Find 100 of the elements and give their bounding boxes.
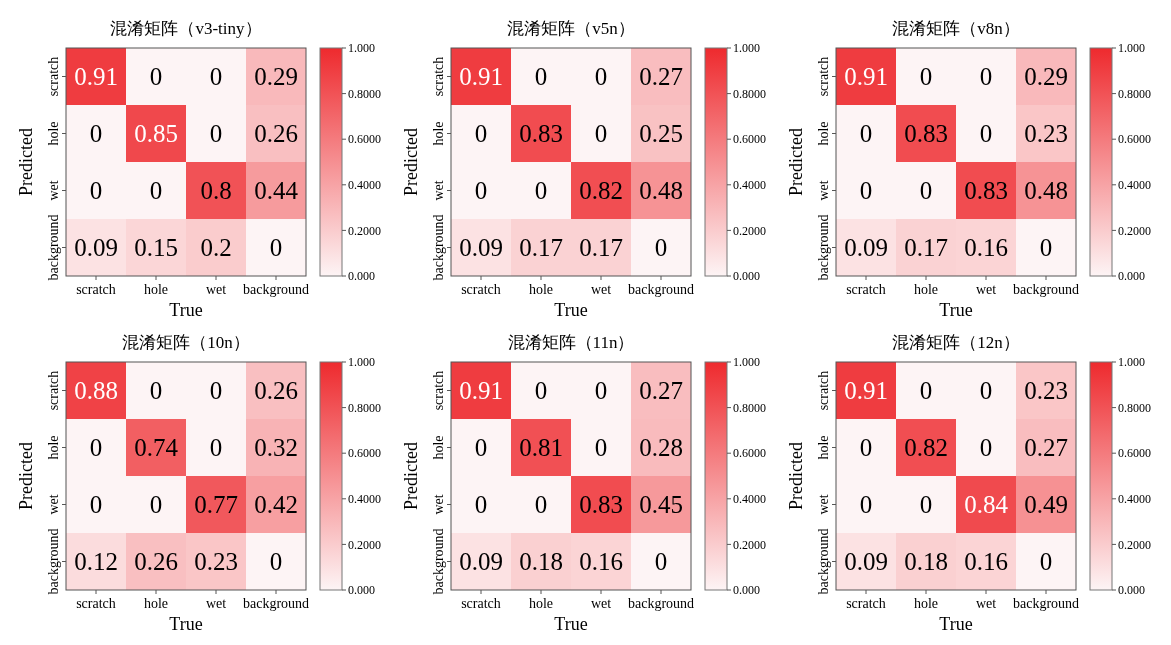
data-label: 0.84 [964,491,1009,519]
color-bar-label: 0.2000 [733,537,766,552]
data-label: 0 [89,120,103,148]
x-tick-label: background [627,596,695,611]
x-tick-label: scratch [846,282,886,297]
data-label: 0.83 [579,491,623,519]
color-bar-label: 0.6000 [1118,132,1151,147]
data-label: 0.23 [1024,120,1068,148]
color-bar-label: 1.000 [1118,41,1145,56]
y-axis-title: Predicted [401,128,421,196]
x-tick-label: background [1012,596,1080,611]
data-label: 0 [919,377,933,405]
data-label: 0 [474,177,488,205]
y-tick-label: hole [816,121,831,146]
chart-title: 混淆矩阵（v5n） [507,19,635,38]
data-label: 0 [209,377,223,405]
data-label: 0 [1039,234,1053,262]
data-label: 0.17 [904,234,948,262]
color-bar-label: 0.2000 [733,223,766,238]
chart-title: 混淆矩阵（12n） [892,333,1020,352]
y-tick-label: wet [46,494,61,515]
data-label: 0 [859,120,873,148]
data-label: 0 [1039,548,1053,576]
color-bar-label: 0.000 [348,583,375,598]
data-label: 0.77 [194,491,238,519]
color-bar-label: 0.4000 [1118,178,1151,192]
y-tick-label: hole [46,435,61,460]
y-tick-label: scratch [431,370,446,411]
data-label: 0.09 [74,234,118,262]
data-label: 0 [594,434,608,462]
data-label: 0.49 [1024,491,1068,519]
data-label: 0.44 [254,177,299,205]
data-label: 0 [979,377,993,405]
data-label: 0.88 [74,377,118,405]
y-tick-label: hole [431,435,446,460]
x-tick-label: hole [913,596,939,611]
data-label: 0.91 [74,63,118,91]
data-label: 0 [149,377,163,405]
data-label: 0.29 [1024,63,1068,91]
color-bar-label: 0.000 [1118,583,1145,598]
data-label: 0 [474,120,488,148]
x-axis-title: True [554,300,588,320]
data-label: 0 [474,434,488,462]
x-tick-label: background [242,596,310,611]
data-label: 0 [534,63,548,91]
x-tick-label: hole [143,282,169,297]
x-tick-label: wet [205,282,227,297]
color-bar-label: 1.000 [1118,355,1145,370]
data-label: 0 [269,548,283,576]
data-label: 0 [89,491,103,519]
color-bar-label: 0.4000 [733,492,766,506]
y-axis-title: Predicted [786,128,806,196]
data-label: 0.91 [844,63,888,91]
color-bar-label: 0.4000 [348,178,381,192]
x-tick-label: wet [205,596,227,611]
data-label: 0 [534,377,548,405]
color-bar-label: 1.000 [733,41,760,56]
x-axis-title: True [939,614,973,634]
y-tick-label: wet [431,494,446,515]
data-label: 0.18 [904,548,948,576]
y-tick-label: hole [431,121,446,146]
color-bar-label: 0.8000 [348,86,381,101]
color-bar-label: 0.000 [733,269,760,284]
data-label: 0 [149,63,163,91]
data-label: 0 [209,120,223,148]
color-bar-label: 0.4000 [1118,492,1151,506]
x-tick-label: scratch [76,282,116,297]
color-bar-label: 0.8000 [733,86,766,101]
color-bar-label: 0.8000 [1118,86,1151,101]
data-label: 0 [269,234,283,262]
color-bar-label: 0.000 [1118,269,1145,284]
color-bar-label: 0.6000 [1118,446,1151,461]
data-label: 0.27 [639,63,683,91]
data-label: 0.2 [200,234,232,262]
data-label: 0.15 [134,234,178,262]
color-bar-label: 0.6000 [733,132,766,147]
data-label: 0.26 [134,548,178,576]
y-tick-label: wet [431,180,446,201]
data-label: 0.28 [639,434,683,462]
x-tick-label: wet [590,282,612,297]
data-label: 0.23 [1024,377,1068,405]
y-tick-label: hole [816,435,831,460]
data-label: 0.82 [904,434,948,462]
x-axis-title: True [939,300,973,320]
data-label: 0.16 [964,548,1008,576]
color-bar-label: 0.4000 [348,492,381,506]
x-tick-label: wet [975,596,997,611]
y-tick-label: hole [46,121,61,146]
color-bar-label: 0.000 [733,583,760,598]
x-tick-label: hole [528,282,554,297]
x-tick-label: scratch [76,596,116,611]
data-label: 0.18 [519,548,563,576]
data-label: 0 [979,63,993,91]
y-tick-label: wet [816,180,831,201]
data-label: 0.74 [134,434,179,462]
data-label: 0.8 [200,177,232,205]
chart-title: 混淆矩阵（11n） [507,333,635,352]
data-label: 0 [209,434,223,462]
data-label: 0.09 [459,548,503,576]
x-tick-label: hole [913,282,939,297]
